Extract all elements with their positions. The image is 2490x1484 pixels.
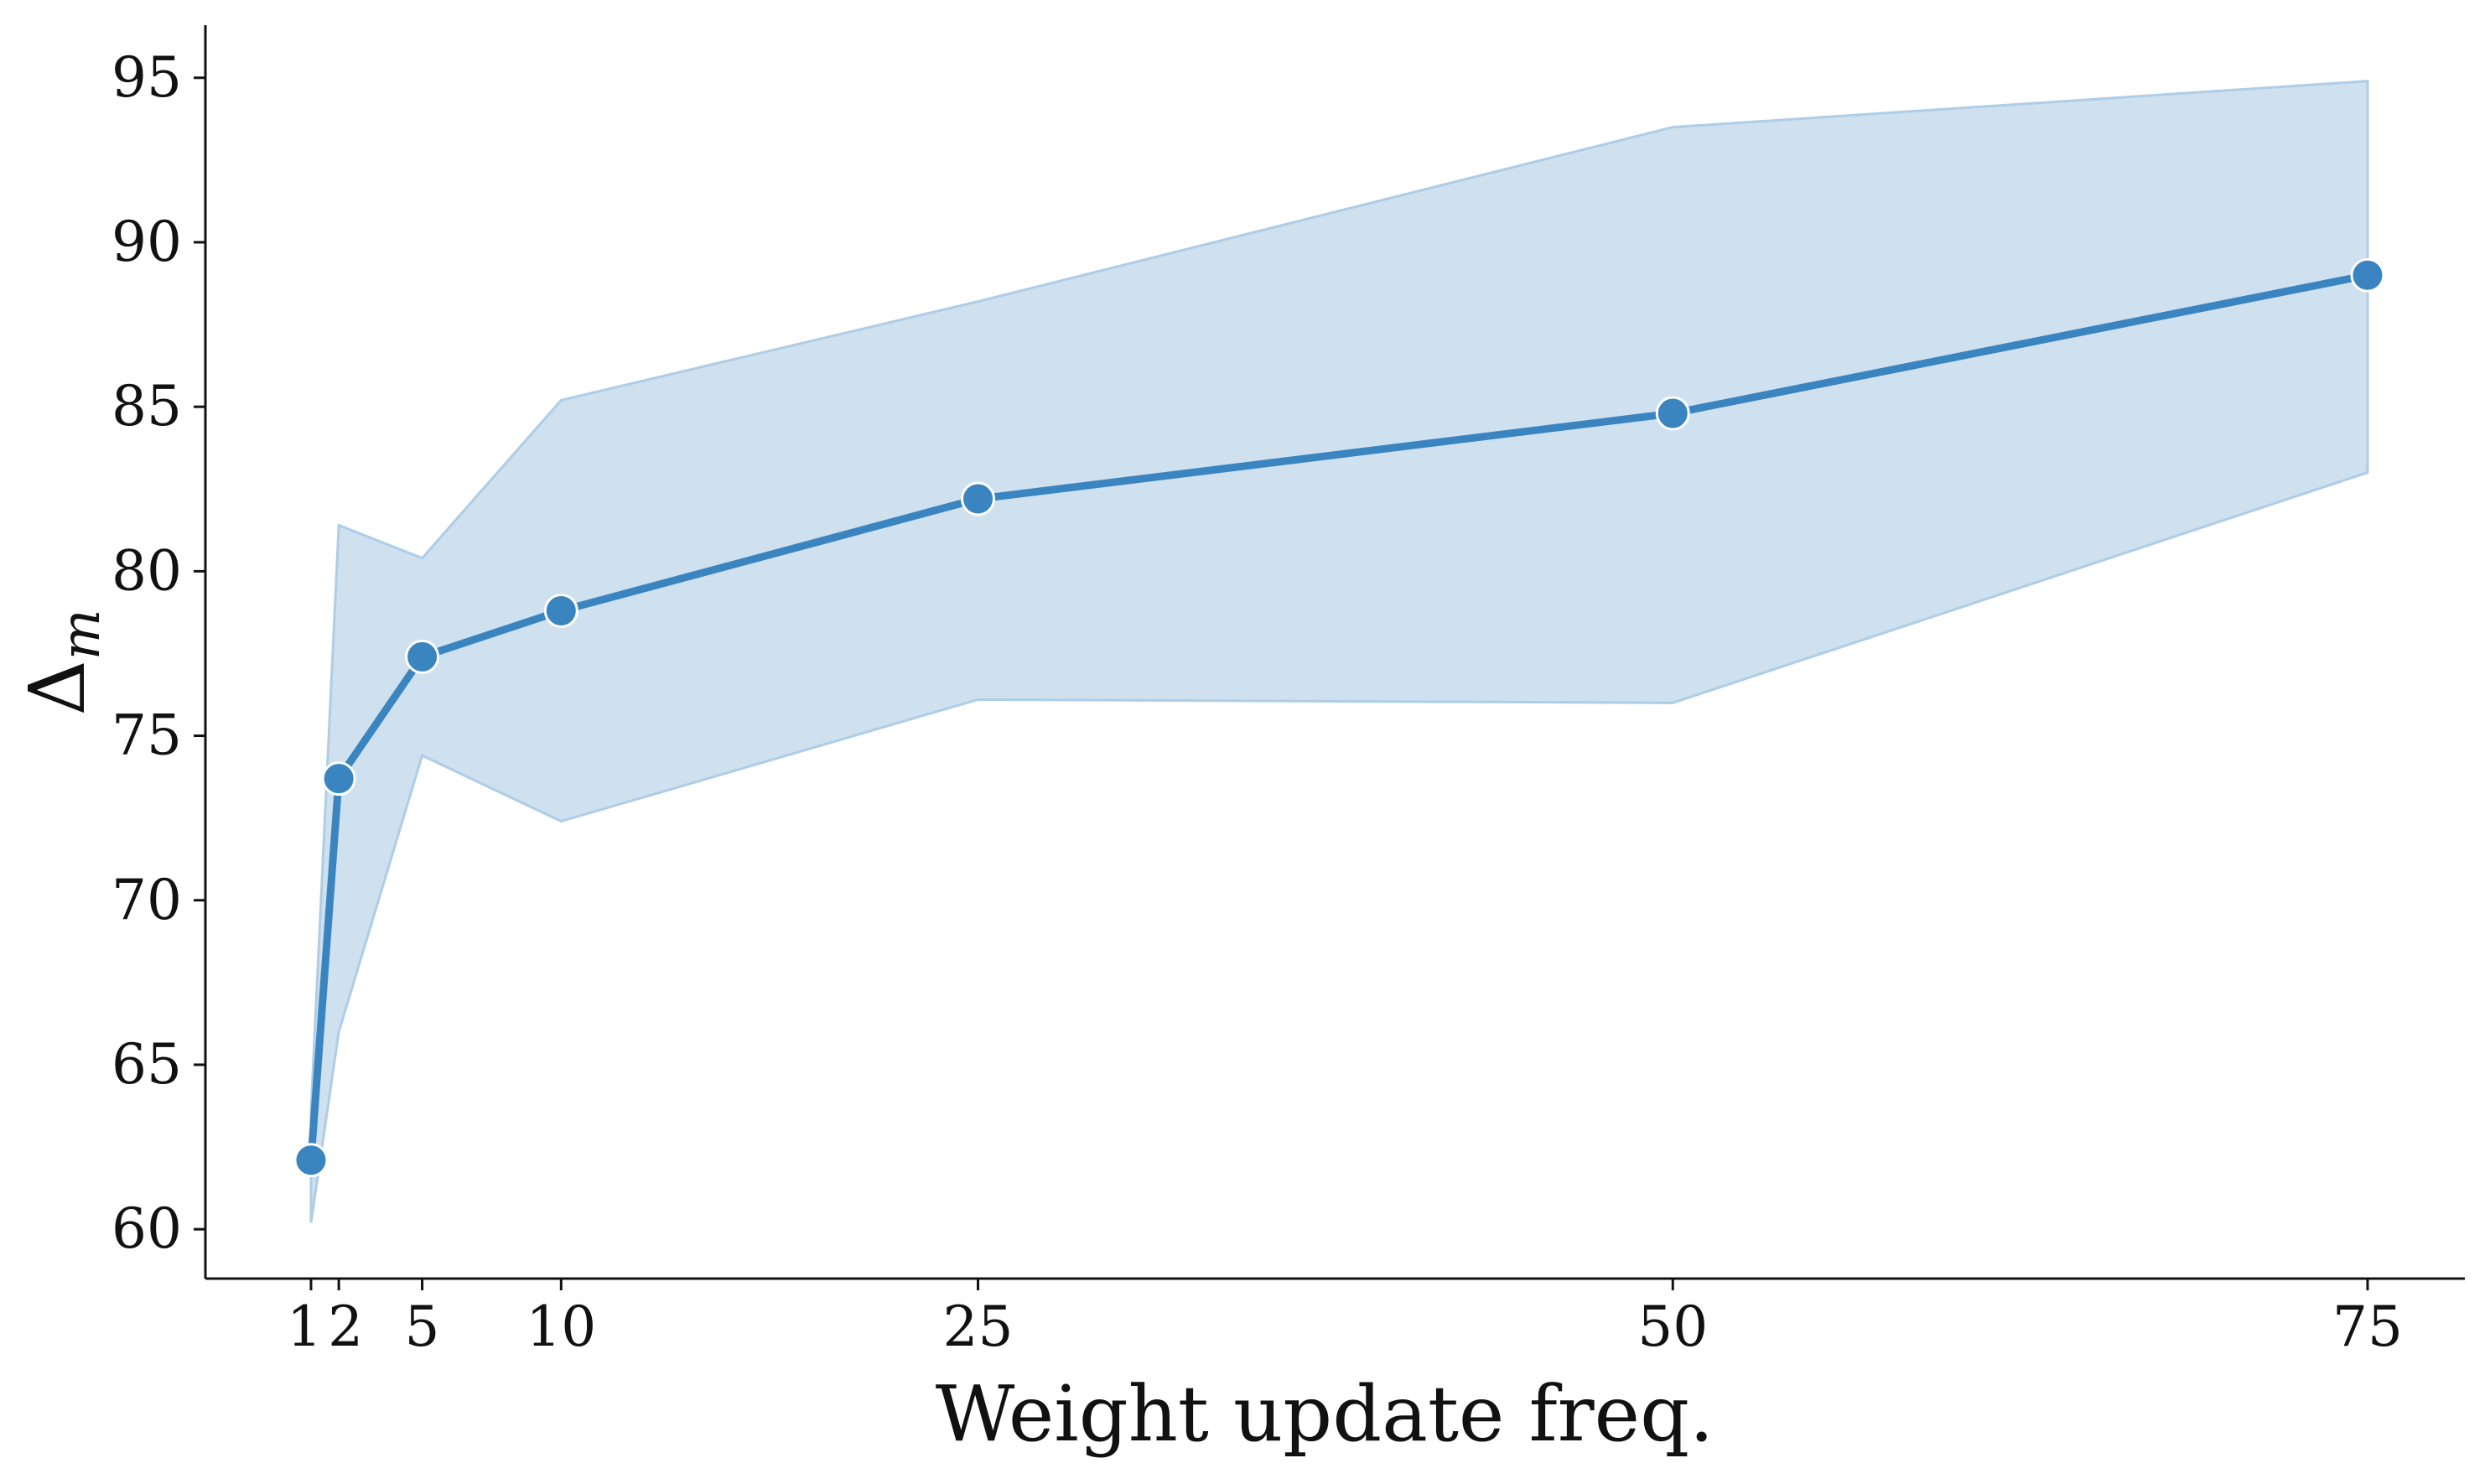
y-axis-title: Δm [13,609,112,715]
data-point [293,1143,329,1178]
y-tick-labels: 60 65 70 75 80 85 90 95 [112,45,182,1261]
y-axis-title-subscript: m [50,609,112,660]
x-tick-label: 25 [943,1295,1014,1359]
data-point [543,593,578,628]
x-tick-label: 50 [1637,1295,1708,1359]
data-point [321,761,356,796]
y-tick-label: 85 [112,374,182,438]
x-tick-labels: 1 2 5 10 25 50 75 [287,1295,2403,1359]
y-tick-label: 60 [112,1196,182,1261]
y-tick-label: 65 [112,1032,182,1097]
x-tick-label: 2 [328,1295,363,1359]
confidence-band [309,80,2369,1223]
data-point [1655,396,1690,431]
y-tick-label: 80 [112,538,182,603]
markers-layer [293,257,2385,1178]
y-axis-title-symbol: Δ [13,660,102,715]
y-tick-label: 75 [112,703,182,768]
x-tick-label: 75 [2332,1295,2403,1359]
x-axis-title: Weight update freq. [936,1369,1714,1459]
y-tick-label: 70 [112,868,182,932]
svg-text:Δm: Δm [13,609,112,715]
x-tick-label: 1 [287,1295,322,1359]
data-point [2350,257,2385,293]
y-tick-label: 95 [112,45,182,110]
x-tick-label: 5 [405,1295,440,1359]
axes [194,25,2465,1290]
y-tick-label: 90 [112,210,182,274]
data-point [405,639,440,674]
data-point [961,481,996,516]
x-tick-label: 10 [526,1295,596,1359]
ci-band-layer [309,80,2369,1223]
